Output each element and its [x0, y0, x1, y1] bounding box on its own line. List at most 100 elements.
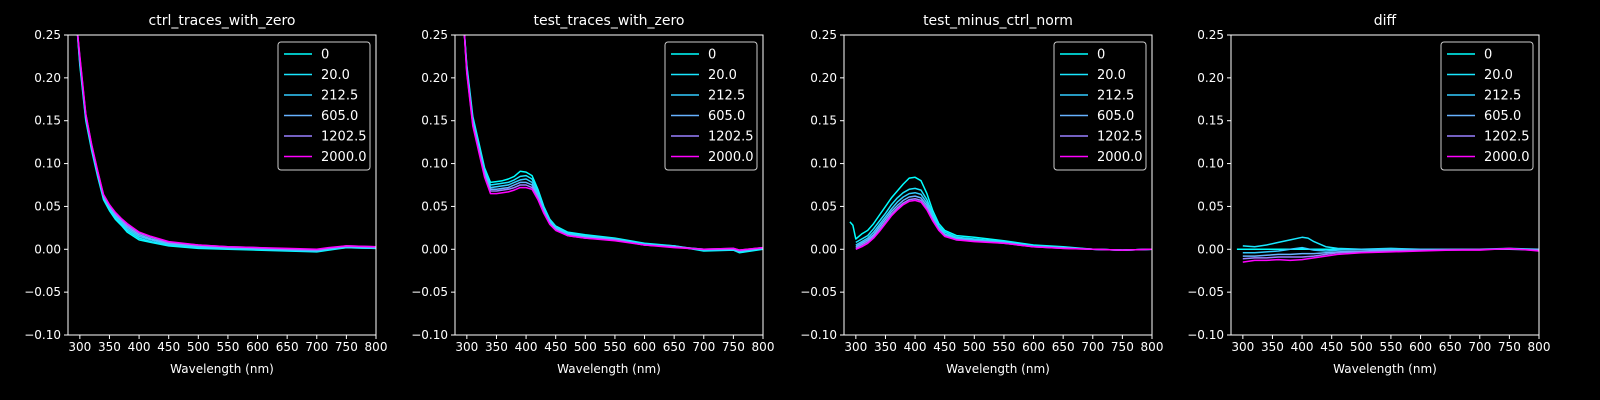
legend-label: 212.5	[1097, 89, 1134, 104]
x-tick-label: 350	[98, 340, 121, 354]
x-tick-label: 700	[305, 340, 328, 354]
x-tick-label: 400	[515, 340, 538, 354]
y-tick-label: 0.15	[1197, 114, 1224, 128]
chart-title: diff	[1374, 13, 1397, 29]
series-line-2000-0	[463, 35, 763, 251]
axes-frame	[454, 34, 764, 336]
x-tick-label: 500	[187, 340, 210, 354]
y-tick-label: −0.05	[1187, 285, 1224, 299]
x-tick-label: 550	[1379, 340, 1402, 354]
x-axis-label: Wavelength (nm)	[170, 362, 274, 376]
y-tick-label: −0.05	[411, 285, 448, 299]
legend-label: 2000.0	[1484, 150, 1530, 165]
y-tick-label: −0.10	[1187, 328, 1224, 342]
y-tick-label: 0.25	[810, 28, 837, 42]
x-tick-label: 400	[128, 340, 151, 354]
chart-title: ctrl_traces_with_zero	[149, 13, 296, 29]
y-tick-label: 0.00	[34, 242, 61, 256]
y-tick-label: 0.00	[421, 242, 448, 256]
y-tick-label: 0.15	[810, 114, 837, 128]
legend-label: 0	[708, 48, 716, 63]
y-tick-label: 0.05	[810, 199, 837, 213]
x-tick-label: 800	[752, 340, 775, 354]
legend-label: 1202.5	[1097, 130, 1143, 145]
legend-label: 212.5	[1484, 89, 1521, 104]
series-group	[463, 35, 763, 254]
series-group	[1236, 236, 1539, 263]
x-tick-label: 800	[1141, 340, 1164, 354]
y-tick-label: 0.20	[34, 71, 61, 85]
x-tick-label: 650	[1439, 340, 1462, 354]
y-tick-label: 0.10	[810, 157, 837, 171]
legend-label: 20.0	[1484, 68, 1513, 83]
legend-label: 20.0	[1097, 68, 1126, 83]
y-tick-label: 0.20	[810, 71, 837, 85]
legend-label: 2000.0	[321, 150, 367, 165]
x-axis-label: Wavelength (nm)	[946, 362, 1050, 376]
x-tick-label: 700	[692, 340, 715, 354]
series-line-0	[849, 176, 1152, 251]
legend-label: 20.0	[708, 68, 737, 83]
legend-label: 0	[1097, 48, 1105, 63]
y-tick-label: 0.15	[34, 114, 61, 128]
x-tick-label: 650	[276, 340, 299, 354]
x-tick-label: 600	[246, 340, 269, 354]
y-tick-label: 0.05	[1197, 199, 1224, 213]
axes-frame	[67, 34, 377, 336]
legend-label: 20.0	[321, 68, 350, 83]
legend-label: 605.0	[1484, 109, 1521, 124]
x-tick-label: 300	[68, 340, 91, 354]
x-tick-label: 650	[1052, 340, 1075, 354]
y-tick-label: 0.10	[34, 157, 61, 171]
legend: 0 20.0 212.5 605.0 1202.5 2000.0	[277, 41, 371, 171]
x-tick-label: 350	[874, 340, 897, 354]
y-tick-label: −0.10	[24, 328, 61, 342]
series-group	[76, 35, 376, 253]
y-tick-label: −0.10	[800, 328, 837, 342]
legend-label: 212.5	[708, 89, 745, 104]
chart-panel-1: 300 350 400 450 500 550 600 650 700 750 800 −0.10 −0…	[24, 13, 387, 376]
legend: 0 20.0 212.5 605.0 1202.5 2000.0	[1440, 41, 1534, 171]
legend: 0 20.0 212.5 605.0 1202.5 2000.0	[664, 41, 758, 171]
legend-label: 605.0	[1097, 109, 1134, 124]
chart-panel-3: 300 350 400 450 500 550 600 650 700 750 800 −0.10 −0…	[800, 13, 1163, 376]
series-line-20-0	[1242, 236, 1539, 251]
chart-title: test_traces_with_zero	[534, 13, 685, 29]
legend-label: 2000.0	[708, 150, 754, 165]
x-axis-label: Wavelength (nm)	[557, 362, 661, 376]
y-tick-label: 0.25	[1197, 28, 1224, 42]
x-tick-label: 500	[963, 340, 986, 354]
y-tick-label: 0.15	[421, 114, 448, 128]
legend-label: 0	[321, 48, 329, 63]
x-tick-label: 600	[1409, 340, 1432, 354]
chart-panel-4: 300 350 400 450 500 550 600 650 700 750 800 −0.10 −0…	[1187, 13, 1550, 376]
x-tick-label: 400	[904, 340, 927, 354]
x-tick-label: 700	[1468, 340, 1491, 354]
legend-label: 0	[1484, 48, 1492, 63]
y-tick-label: 0.00	[1197, 242, 1224, 256]
legend-label: 605.0	[708, 109, 745, 124]
x-tick-label: 750	[335, 340, 358, 354]
legend-label: 1202.5	[1484, 130, 1530, 145]
legend-label: 605.0	[321, 109, 358, 124]
y-tick-label: −0.10	[411, 328, 448, 342]
x-tick-label: 550	[603, 340, 626, 354]
y-tick-label: −0.05	[24, 285, 61, 299]
x-tick-label: 300	[455, 340, 478, 354]
y-tick-label: 0.20	[1197, 71, 1224, 85]
x-tick-label: 600	[633, 340, 656, 354]
x-axis-label: Wavelength (nm)	[1333, 362, 1437, 376]
y-tick-label: 0.10	[421, 157, 448, 171]
x-tick-label: 500	[1350, 340, 1373, 354]
legend-label: 1202.5	[708, 130, 754, 145]
x-tick-label: 800	[1528, 340, 1551, 354]
x-tick-label: 400	[1291, 340, 1314, 354]
series-line-2000-0	[1242, 247, 1539, 263]
x-tick-label: 600	[1022, 340, 1045, 354]
x-tick-label: 450	[544, 340, 567, 354]
x-tick-label: 550	[216, 340, 239, 354]
legend-label: 1202.5	[321, 130, 367, 145]
x-tick-label: 350	[1261, 340, 1284, 354]
x-tick-label: 450	[1320, 340, 1343, 354]
